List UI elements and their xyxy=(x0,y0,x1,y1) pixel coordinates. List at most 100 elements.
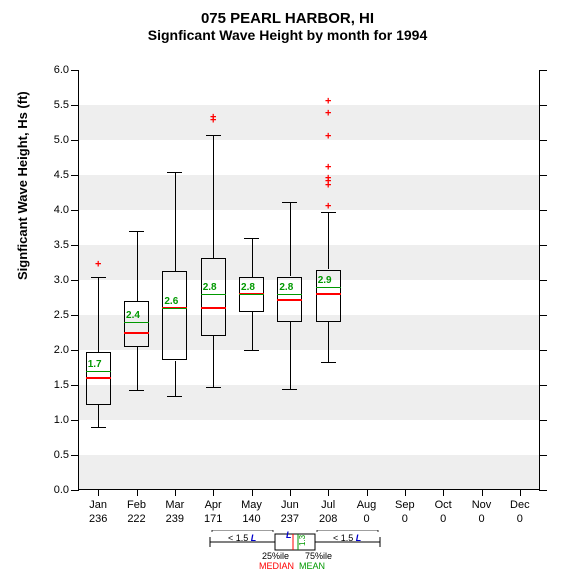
whisker-upper xyxy=(290,202,291,277)
chart-title-block: 075 PEARL HARBOR, HI Signficant Wave Hei… xyxy=(0,0,575,43)
whisker-cap xyxy=(91,427,106,428)
x-category-label: Nov0 xyxy=(463,498,501,526)
grid-band xyxy=(79,385,539,420)
whisker-cap xyxy=(167,172,182,173)
grid-band xyxy=(79,105,539,140)
whisker-lower xyxy=(137,347,138,390)
x-tick xyxy=(98,490,99,496)
y-tick xyxy=(71,455,79,456)
mean-line xyxy=(124,322,149,323)
median-line xyxy=(277,299,302,301)
y-tick xyxy=(539,105,547,106)
x-tick xyxy=(137,490,138,496)
outlier-point: + xyxy=(325,109,331,120)
whisker-lower xyxy=(328,322,329,362)
x-category-label: Feb222 xyxy=(118,498,156,526)
y-tick-label: 5.0 xyxy=(39,134,69,146)
legend-p75: 75%ile xyxy=(305,551,332,561)
mean-line xyxy=(316,287,341,288)
whisker-cap xyxy=(244,238,259,239)
whisker-upper xyxy=(328,212,329,269)
x-tick xyxy=(367,490,368,496)
y-tick-label: 0.5 xyxy=(39,449,69,461)
x-tick xyxy=(290,490,291,496)
y-tick xyxy=(539,420,547,421)
x-tick xyxy=(520,490,521,496)
legend-median: MEDIAN xyxy=(259,561,294,571)
outlier-point: + xyxy=(95,259,101,270)
legend-p25: 25%ile xyxy=(262,551,289,561)
mean-label: 2.6 xyxy=(164,296,178,307)
box xyxy=(162,271,187,361)
outlier-point: + xyxy=(325,201,331,212)
x-category-label: Dec0 xyxy=(501,498,539,526)
y-tick xyxy=(71,420,79,421)
box xyxy=(124,301,149,347)
outlier-point: + xyxy=(325,96,331,107)
y-axis-label: Signficant Wave Height, Hs (ft) xyxy=(15,91,30,280)
grid-band xyxy=(79,455,539,490)
whisker-lower xyxy=(213,336,214,387)
y-tick xyxy=(539,350,547,351)
legend-whisker-right: < 1.5 L xyxy=(333,533,361,543)
y-tick-label: 4.0 xyxy=(39,204,69,216)
whisker-upper xyxy=(252,238,253,277)
whisker-lower xyxy=(290,322,291,389)
x-tick xyxy=(252,490,253,496)
whisker-upper xyxy=(213,135,214,258)
y-tick xyxy=(539,175,547,176)
y-tick xyxy=(71,140,79,141)
whisker-cap xyxy=(321,362,336,363)
legend-mean: MEAN xyxy=(299,561,325,571)
median-line xyxy=(86,377,111,379)
x-tick xyxy=(482,490,483,496)
y-tick-label: 2.5 xyxy=(39,309,69,321)
median-line xyxy=(201,307,226,309)
mean-label: 2.4 xyxy=(126,310,140,321)
x-tick xyxy=(443,490,444,496)
whisker-cap xyxy=(91,277,106,278)
y-tick xyxy=(539,70,547,71)
outlier-point: + xyxy=(210,113,216,124)
y-tick xyxy=(539,385,547,386)
y-tick xyxy=(539,315,547,316)
chart-container: 075 PEARL HARBOR, HI Signficant Wave Hei… xyxy=(0,0,575,580)
y-tick-label: 3.5 xyxy=(39,239,69,251)
grid-band xyxy=(79,245,539,280)
mean-line xyxy=(162,308,187,309)
box xyxy=(201,258,226,336)
mean-label: 2.8 xyxy=(279,282,293,293)
outlier-point: + xyxy=(325,131,331,142)
whisker-upper xyxy=(137,231,138,301)
mean-label: 2.9 xyxy=(318,275,332,286)
x-tick xyxy=(328,490,329,496)
outlier-point: + xyxy=(325,173,331,184)
mean-line xyxy=(201,294,226,295)
whisker-cap xyxy=(282,202,297,203)
mean-label: 1.7 xyxy=(88,359,102,370)
whisker-cap xyxy=(282,389,297,390)
x-category-label: Jun237 xyxy=(271,498,309,526)
whisker-upper xyxy=(98,277,99,353)
y-tick xyxy=(539,245,547,246)
x-tick xyxy=(213,490,214,496)
x-tick xyxy=(175,490,176,496)
legend: < 1.5 L < 1.5 L L 25%ile 75%ile MEDIAN M… xyxy=(200,530,420,570)
x-category-label: Mar239 xyxy=(156,498,194,526)
median-line xyxy=(316,293,341,295)
x-category-label: Aug0 xyxy=(348,498,386,526)
whisker-cap xyxy=(244,350,259,351)
whisker-cap xyxy=(129,231,144,232)
y-tick xyxy=(539,140,547,141)
whisker-upper xyxy=(175,172,176,271)
grid-band xyxy=(79,175,539,210)
whisker-lower xyxy=(98,405,99,427)
y-tick xyxy=(71,70,79,71)
y-tick-label: 3.0 xyxy=(39,274,69,286)
median-line xyxy=(124,332,149,334)
whisker-lower xyxy=(175,361,176,396)
x-axis-line xyxy=(79,489,539,490)
x-category-label: Oct0 xyxy=(424,498,462,526)
y-tick xyxy=(71,315,79,316)
y-tick xyxy=(71,175,79,176)
